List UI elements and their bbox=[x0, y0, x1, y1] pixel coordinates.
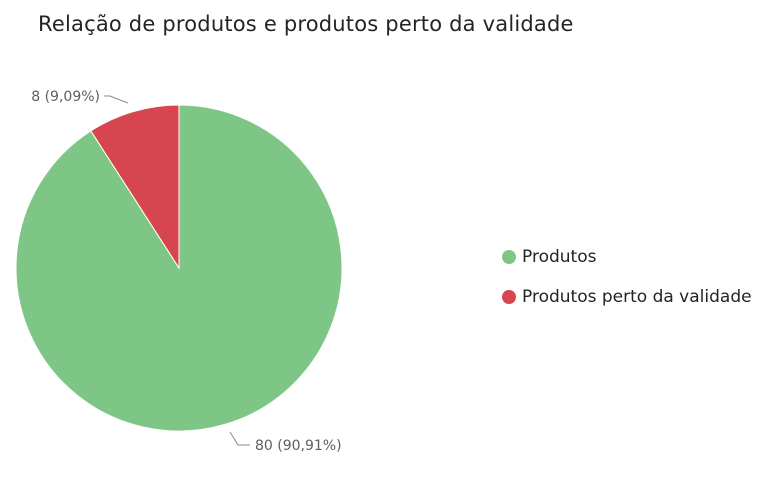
pie-slices bbox=[15, 104, 343, 432]
legend-label: Produtos perto da validade bbox=[522, 287, 752, 307]
legend-item-produtos-perto-da-validade[interactable]: Produtos perto da validade bbox=[502, 277, 752, 317]
data-labels: 80 (90,91%) 8 (9,09%) bbox=[31, 89, 341, 454]
data-label: 8 (9,09%) bbox=[31, 89, 100, 105]
data-label: 80 (90,91%) bbox=[255, 438, 342, 454]
chart-title: Relação de produtos e produtos perto da … bbox=[38, 12, 574, 36]
legend-item-produtos[interactable]: Produtos bbox=[502, 237, 752, 277]
legend: Produtos Produtos perto da validade bbox=[502, 237, 752, 317]
legend-label: Produtos bbox=[522, 247, 597, 267]
legend-marker bbox=[502, 290, 516, 304]
leader-lines bbox=[104, 95, 250, 446]
legend-marker bbox=[502, 250, 516, 264]
leader-line bbox=[229, 431, 250, 446]
leader-line bbox=[104, 95, 129, 104]
pie-slice-produtos-perto-da-validade[interactable] bbox=[90, 104, 180, 270]
